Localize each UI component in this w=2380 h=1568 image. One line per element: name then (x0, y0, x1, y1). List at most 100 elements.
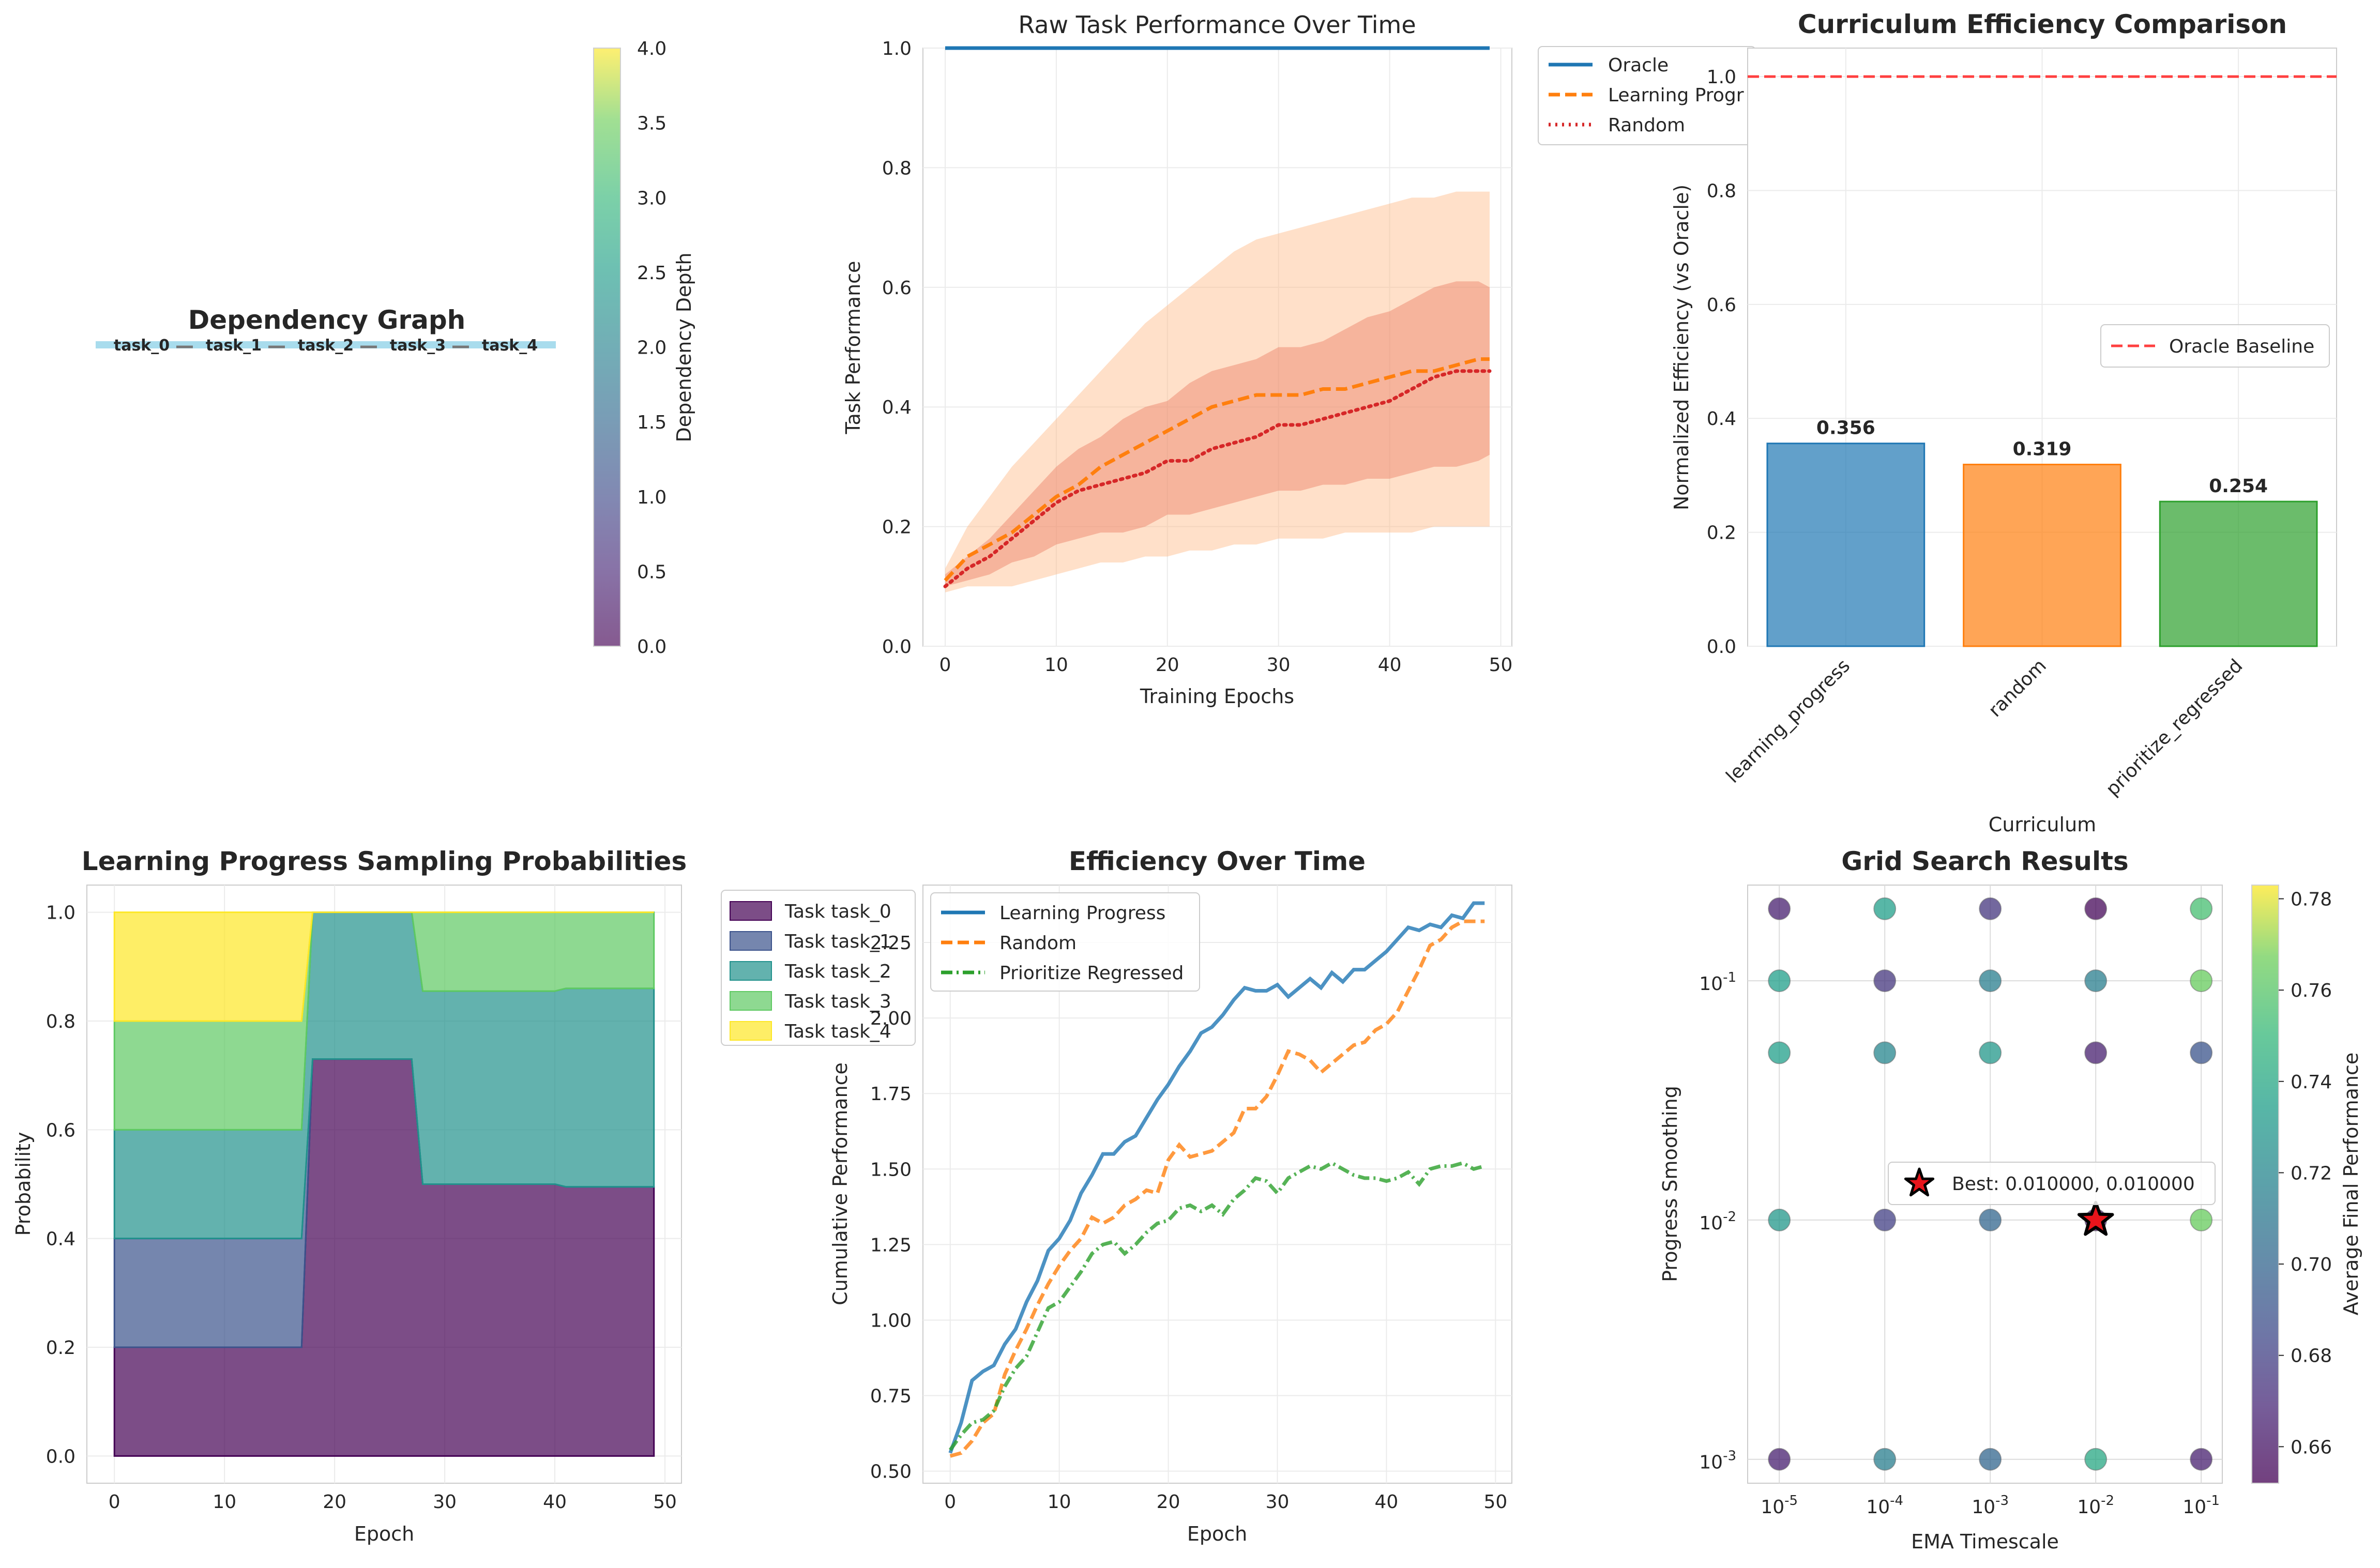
efficiency-xtick: random (1984, 655, 2051, 721)
raw-performance-bands (945, 191, 1490, 592)
eot-xtick: 20 (1157, 1491, 1180, 1513)
raw-xtick: 10 (1044, 654, 1068, 676)
eot-ticks: 0 10 20 30 40 50 0.50 0.75 1.00 1.25 1.50 1.75 2.00 2… (870, 933, 1507, 1513)
efficiency-xtick: learning_progress (1722, 655, 1854, 787)
raw-legend-label: Learning Progr (1608, 85, 1744, 106)
raw-legend-label: Random (1608, 115, 1685, 136)
efficiency-bar-label: 0.356 (1816, 418, 1875, 439)
efficiency-ytick: 1.0 (1707, 67, 1736, 88)
raw-performance-title: Raw Task Performance Over Time (1018, 11, 1416, 39)
efficiency-panel: 0.356 0.319 0.254 learning_progress random p… (1670, 9, 2337, 836)
sampling-ytick: 0.6 (46, 1120, 75, 1141)
sampling-xtick: 40 (543, 1491, 567, 1513)
grid-search-point (2084, 1448, 2108, 1471)
grid-search-point (2084, 897, 2108, 920)
grid-search-point (1979, 1208, 2002, 1231)
grid-search-ytick: 10-2 (1699, 1209, 1736, 1234)
raw-ytick: 1.0 (882, 38, 912, 59)
dependency-node: task_4 (482, 337, 538, 355)
raw-ytick: 0.4 (882, 397, 912, 418)
grid-search-colorbar-tick: 0.66 (2291, 1437, 2332, 1458)
dependency-nodes: task_0 task_1 task_2 task_3 task_4 (96, 337, 556, 355)
grid-search-point (1979, 1448, 2002, 1471)
sampling-ytick: 1.0 (46, 903, 75, 924)
dependency-colorbar-tick: 1.5 (637, 412, 666, 433)
eot-ytick: 1.00 (870, 1310, 912, 1331)
sampling-xtick: 20 (323, 1491, 346, 1513)
grid-search-xtick: 10-3 (1972, 1493, 2009, 1518)
grid-search-legend-label: Best: 0.010000, 0.010000 (1952, 1174, 2195, 1195)
raw-band (945, 191, 1490, 592)
efficiency-bar (1963, 463, 2121, 647)
grid-search-colorbar-tick: 0.76 (2291, 980, 2332, 1001)
sampling-ytick: 0.4 (46, 1229, 75, 1250)
grid-search-colorbar: 0.66 0.68 0.70 0.72 0.74 0.76 0.78 Average Fin… (2251, 885, 2362, 1484)
sampling-ytick: 0.2 (46, 1337, 75, 1359)
eot-xtick: 0 (944, 1491, 956, 1513)
dependency-colorbar-tick: 2.5 (637, 263, 666, 284)
efficiency-legend-label: Oracle Baseline (2169, 336, 2314, 357)
grid-search-ylabel: Progress Smoothing (1659, 1086, 1681, 1282)
sampling-xtick: 50 (653, 1491, 677, 1513)
grid-search-point (2190, 1041, 2213, 1064)
grid-search-ytick: 10-1 (1699, 970, 1736, 995)
eot-series-line (949, 919, 1485, 1458)
grid-search-ytick: 10-3 (1699, 1449, 1736, 1473)
grid-search-colorbar-ticks: 0.66 0.68 0.70 0.72 0.74 0.76 0.78 (2279, 889, 2332, 1458)
grid-search-colorbar-tick: 0.74 (2291, 1072, 2332, 1093)
efficiency-bar-label: 0.319 (2013, 438, 2072, 460)
grid-search-point (2190, 1208, 2213, 1231)
raw-xtick: 20 (1156, 654, 1179, 676)
raw-performance-ticks: 0 10 20 30 40 50 0.0 0.2 0.4 0.6 0.8 1.0 (882, 38, 1513, 676)
grid-search-xtick: 10-1 (2182, 1493, 2220, 1518)
grid-search-point (1979, 897, 2002, 920)
sampling-areas (113, 911, 655, 1457)
grid-search-point (2084, 1041, 2108, 1064)
sampling-ticks: 0 10 20 30 40 50 0.0 0.2 0.4 0.6 0.8 1.0 (46, 903, 677, 1513)
efficiency-ylabel: Normalized Efficiency (vs Oracle) (1670, 185, 1693, 510)
raw-xtick: 50 (1489, 654, 1513, 676)
efficiency-ytick: 0.0 (1707, 636, 1736, 658)
efficiency-xtick: prioritize_regressed (2102, 655, 2247, 800)
grid-search-point (1979, 1041, 2002, 1064)
grid-search-point (2084, 969, 2108, 993)
eot-xlabel: Epoch (1187, 1523, 1247, 1545)
raw-performance-lines (943, 46, 1492, 588)
eot-series-line (948, 901, 1485, 1454)
eot-ytick: 1.50 (870, 1159, 912, 1180)
raw-performance-xlabel: Training Epochs (1140, 685, 1294, 708)
sampling-legend-label: Task task_1 (784, 931, 891, 952)
dependency-colorbar-tick: 1.0 (637, 487, 666, 508)
sampling-legend: Task task_0 Task task_1 Task task_2 Task ta… (721, 890, 916, 1046)
dependency-colorbar-label: Dependency Depth (673, 252, 695, 442)
efficiency-bar (2159, 500, 2318, 647)
efficiency-ytick: 0.4 (1707, 408, 1736, 430)
sampling-legend-swatch (730, 1021, 772, 1041)
sampling-xtick: 10 (213, 1491, 236, 1513)
eot-title: Efficiency Over Time (1069, 846, 1366, 876)
dependency-graph-title: Dependency Graph (188, 305, 465, 335)
sampling-xtick: 30 (433, 1491, 457, 1513)
dependency-colorbar-gradient (594, 48, 620, 646)
sampling-title: Learning Progress Sampling Probabilities (82, 846, 687, 876)
dependency-strip (96, 341, 556, 348)
grid-search-xtick: 10-2 (2077, 1493, 2114, 1518)
grid-search-colorbar-tick: 0.68 (2291, 1346, 2332, 1367)
eot-xtick: 10 (1048, 1491, 1071, 1513)
grid-search-colorbar-tick: 0.70 (2291, 1254, 2332, 1275)
eot-legend: Learning Progress Random Prioritize Regres… (930, 892, 1200, 992)
sampling-ytick: 0.0 (46, 1446, 75, 1467)
grid-search-xlabel: EMA Timescale (1911, 1530, 2059, 1553)
sampling-ytick: 0.8 (46, 1011, 75, 1032)
efficiency-bars: 0.356 0.319 0.254 (1748, 75, 2337, 647)
grid-search-legend-box (1888, 1162, 2216, 1205)
grid-search-points (1768, 897, 2213, 1471)
grid-search-legend-star (1904, 1167, 1935, 1197)
grid-search-colorbar-gradient (2252, 885, 2279, 1483)
efficiency-ytick: 0.6 (1707, 295, 1736, 316)
sampling-legend-swatch (730, 991, 772, 1011)
raw-xtick: 30 (1267, 654, 1291, 676)
raw-ytick: 0.2 (882, 517, 912, 538)
efficiency-ytick: 0.2 (1707, 523, 1736, 544)
eot-legend-label: Learning Progress (999, 903, 1165, 924)
